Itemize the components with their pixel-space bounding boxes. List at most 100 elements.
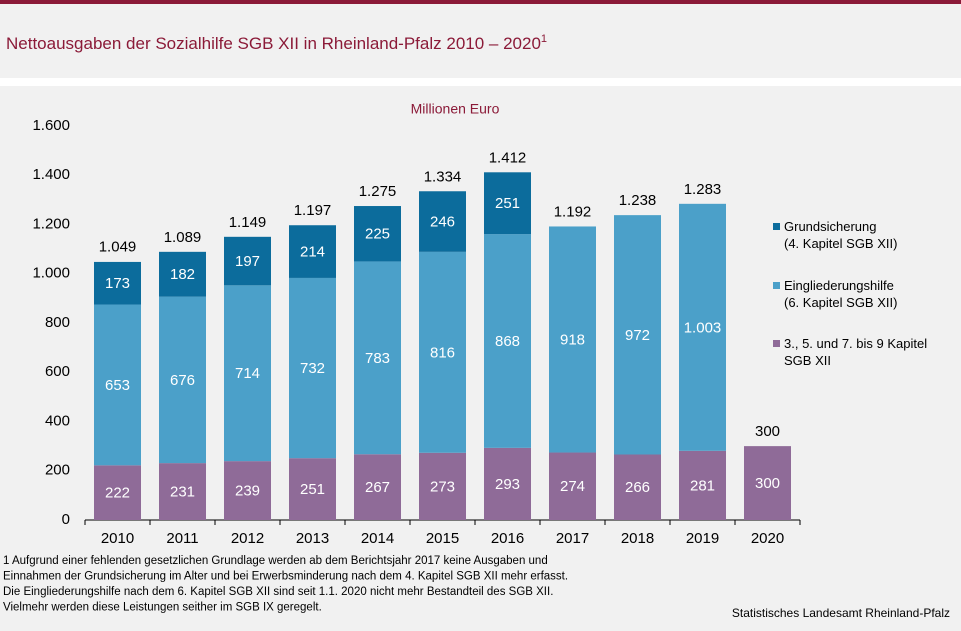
legend-swatch (773, 223, 780, 230)
total-label: 1.275 (359, 183, 397, 200)
total-label: 300 (755, 423, 780, 440)
total-label: 1.238 (619, 192, 657, 209)
x-tick-label: 2014 (361, 530, 394, 547)
total-label: 1.149 (229, 214, 267, 231)
bar-segment (159, 463, 206, 520)
data-label: 653 (105, 377, 130, 394)
data-label: 274 (560, 478, 585, 495)
data-label: 300 (755, 475, 780, 492)
bar-segment (484, 234, 531, 448)
y-tick-label: 1.400 (32, 166, 70, 183)
data-label: 197 (235, 253, 260, 270)
legend-entry: 3., 5. und 7. bis 9 Kapitel SGB XII (784, 336, 928, 368)
x-tick-label: 2017 (556, 530, 589, 547)
total-label: 1.049 (99, 239, 137, 256)
data-label: 251 (495, 195, 520, 212)
y-tick-label: 0 (62, 511, 70, 528)
data-label: 816 (430, 344, 455, 361)
bar-segment (419, 452, 466, 520)
data-label: 173 (105, 275, 130, 292)
data-label: 222 (105, 485, 130, 502)
data-label: 182 (170, 266, 195, 283)
data-label: 239 (235, 483, 260, 500)
y-tick-label: 200 (45, 462, 70, 479)
bar-segment (614, 215, 661, 455)
bar-segment (419, 251, 466, 453)
data-label: 266 (625, 479, 650, 496)
separator (0, 78, 961, 86)
x-tick-label: 2010 (101, 530, 134, 547)
bar-segment (94, 465, 141, 520)
data-label: 868 (495, 333, 520, 350)
bar-segment (159, 251, 206, 297)
legend-entry: Grundsicherung (4. Kapitel SGB XII) (784, 219, 898, 251)
legend-swatch (773, 282, 780, 289)
bar-segment (484, 172, 531, 235)
bar-segment (354, 261, 401, 455)
total-label: 1.197 (294, 202, 332, 219)
bar-segment (224, 461, 271, 520)
bar-segment (94, 261, 141, 305)
y-tick-label: 1.600 (32, 117, 70, 134)
source: Statistisches Landesamt Rheinland-Pfalz (732, 606, 950, 620)
bar-segment (354, 454, 401, 520)
x-tick-label: 2015 (426, 530, 459, 547)
y-tick-label: 1.200 (32, 215, 70, 232)
x-tick-label: 2012 (231, 530, 264, 547)
bar-segment (744, 446, 791, 520)
total-label: 1.412 (489, 149, 527, 166)
title-footnote-mark: 1 (541, 33, 547, 45)
data-label: 918 (560, 331, 585, 348)
legend-swatch (773, 340, 780, 347)
data-label: 267 (365, 479, 390, 496)
data-label: 251 (300, 481, 325, 498)
x-tick-label: 2018 (621, 530, 654, 547)
data-label: 293 (495, 476, 520, 493)
chart-title: Nettoausgaben der Sozialhilfe SGB XII in… (6, 33, 547, 54)
data-label: 783 (365, 350, 390, 367)
bar-segment (289, 458, 336, 520)
footnote-line: 1 Aufgrund einer fehlenden gesetzlichen … (3, 555, 548, 567)
bar-segment (159, 296, 206, 464)
bar-segment (614, 454, 661, 520)
data-label: 281 (690, 477, 715, 494)
data-label: 1.003 (684, 319, 722, 336)
data-label: 676 (170, 372, 195, 389)
bar-segment (354, 206, 401, 262)
bar-segment (549, 226, 596, 453)
bar-segment (549, 452, 596, 520)
x-tick-label: 2011 (166, 530, 198, 547)
y-tick-label: 800 (45, 314, 70, 331)
total-label: 1.192 (554, 203, 592, 220)
bar-segment (289, 225, 336, 278)
y-tick-label: 600 (45, 363, 70, 380)
data-label: 246 (430, 214, 455, 231)
bar-segment (289, 277, 336, 459)
unit-label: Millionen Euro (411, 101, 500, 117)
bar-segment (224, 285, 271, 462)
bar-segment (484, 447, 531, 520)
footnote-line: Einnahmen der Grundsicherung im Alter un… (3, 571, 568, 583)
bar-segment (224, 236, 271, 286)
bar-segment (679, 450, 726, 520)
header (0, 4, 961, 78)
data-label: 225 (365, 226, 390, 243)
legend-entry: Eingliederungshilfe (6. Kapitel SGB XII) (784, 278, 898, 310)
data-label: 732 (300, 360, 325, 377)
total-label: 1.089 (164, 229, 202, 246)
x-tick-label: 2016 (491, 530, 524, 547)
data-label: 714 (235, 365, 260, 382)
x-tick-label: 2020 (751, 530, 784, 547)
title-text: Nettoausgaben der Sozialhilfe SGB XII in… (6, 34, 541, 53)
data-label: 273 (430, 478, 455, 495)
footnote-line: Die Eingliederungshilfe nach dem 6. Kapi… (3, 586, 553, 598)
x-tick-label: 2019 (686, 530, 719, 547)
bar-segment (419, 191, 466, 252)
data-label: 214 (300, 244, 325, 261)
y-tick-label: 400 (45, 412, 70, 429)
data-label: 231 (170, 484, 195, 501)
top-bar (0, 0, 961, 4)
bar-segment (94, 304, 141, 466)
